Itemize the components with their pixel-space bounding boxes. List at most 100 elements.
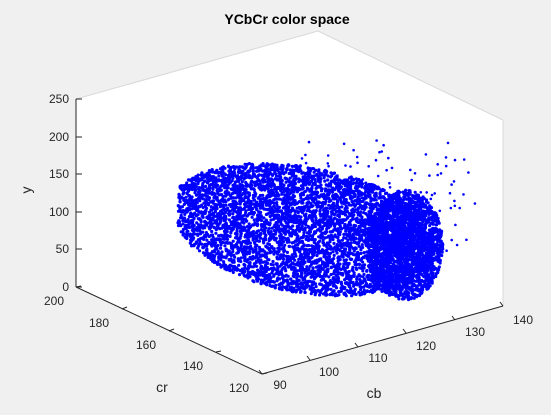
data-point: [272, 182, 276, 186]
data-point: [257, 277, 261, 281]
data-point: [258, 236, 262, 240]
data-point: [309, 227, 313, 231]
data-point: [322, 250, 326, 254]
data-point: [316, 175, 320, 179]
data-point: [278, 182, 283, 186]
data-point: [313, 238, 317, 242]
data-point: [196, 246, 200, 250]
data-point: [366, 273, 370, 277]
data-point: [279, 270, 283, 274]
data-point: [196, 181, 200, 185]
data-point: [269, 276, 273, 280]
data-point: [293, 178, 297, 182]
data-point: [358, 183, 362, 187]
data-point: [295, 262, 299, 266]
data-point: [214, 245, 218, 249]
data-point: [302, 244, 306, 248]
data-point: [193, 191, 197, 195]
data-point: [312, 240, 316, 244]
data-point: [257, 169, 261, 173]
data-point: [245, 214, 249, 218]
data-point: [301, 276, 305, 280]
data-point: [260, 253, 264, 257]
data-point: [336, 209, 340, 213]
data-point: [239, 259, 243, 264]
data-point: [282, 189, 286, 194]
data-point: [305, 280, 309, 285]
data-point: [358, 205, 362, 209]
data-point: [313, 270, 317, 274]
data-point: [226, 241, 230, 245]
data-point: [251, 193, 255, 197]
data-point: [302, 233, 306, 238]
data-point: [182, 191, 186, 195]
data-point: [362, 192, 366, 196]
data-point: [239, 256, 243, 260]
data-point: [228, 234, 232, 238]
data-point: [356, 210, 360, 215]
data-point: [188, 207, 192, 211]
data-point: [300, 281, 304, 285]
data-point: [186, 218, 190, 222]
data-point: [231, 239, 235, 243]
data-point: [225, 230, 229, 234]
data-point: [272, 191, 276, 195]
data-point: [265, 183, 270, 187]
data-point: [347, 183, 351, 187]
data-point: [344, 258, 348, 262]
data-point: [243, 257, 247, 261]
data-point: [354, 177, 358, 181]
data-point: [284, 210, 288, 215]
data-point: [356, 220, 360, 225]
data-point: [282, 279, 286, 283]
data-point: [345, 206, 349, 210]
data-point: [252, 256, 256, 260]
data-point: [283, 205, 287, 209]
data-point: [329, 272, 333, 277]
data-point: [360, 290, 364, 295]
data-point: [247, 194, 251, 198]
data-point: [277, 218, 281, 222]
data-point: [310, 283, 314, 287]
data-point: [275, 187, 280, 191]
data-point: [262, 228, 266, 232]
data-point: [304, 171, 308, 175]
data-point: [258, 218, 262, 222]
data-point: [324, 264, 328, 269]
data-point: [311, 266, 315, 270]
data-point: [274, 283, 278, 287]
scatter-points: [176, 139, 477, 302]
data-point: [267, 267, 271, 271]
data-point: [354, 236, 358, 240]
data-point: [289, 277, 293, 281]
data-point: [321, 285, 326, 290]
data-point: [276, 177, 280, 181]
data-point: [184, 220, 188, 224]
data-point: [339, 282, 343, 286]
data-point: [298, 290, 303, 294]
data-point: [348, 231, 352, 235]
data-point: [352, 249, 356, 253]
data-point: [328, 240, 332, 244]
data-point: [264, 212, 268, 217]
data-point: [342, 218, 346, 222]
data-point: [364, 282, 368, 286]
data-point: [321, 212, 325, 216]
data-point: [352, 253, 356, 257]
data-point: [336, 256, 340, 260]
data-point: [251, 231, 255, 235]
data-point: [331, 201, 336, 205]
data-point: [354, 231, 358, 235]
data-point: [250, 247, 254, 251]
data-point: [258, 182, 262, 186]
data-point: [289, 182, 293, 186]
data-point: [246, 272, 250, 276]
data-point: [260, 278, 264, 282]
data-point: [283, 249, 287, 253]
data-point: [275, 263, 279, 267]
data-point: [294, 247, 298, 251]
data-point: [228, 168, 233, 172]
data-point: [210, 218, 214, 222]
data-point: [307, 255, 311, 259]
data-point: [310, 238, 314, 242]
